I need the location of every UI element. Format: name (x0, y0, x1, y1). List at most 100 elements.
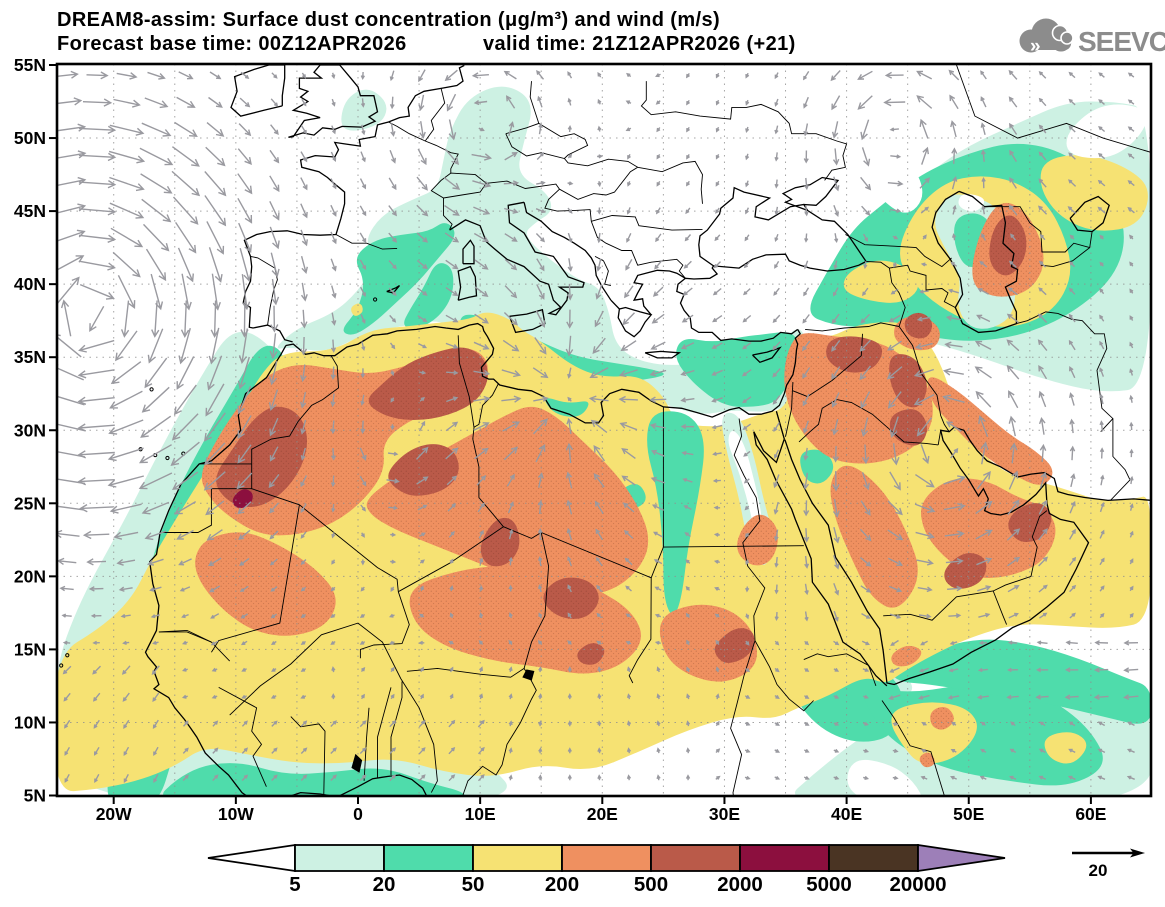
wind-arrow (504, 233, 518, 242)
wind-arrow (109, 202, 145, 219)
dust-region-level-20 (404, 263, 454, 329)
river (229, 622, 438, 793)
coastline (523, 202, 612, 301)
country-border (250, 255, 278, 326)
wind-arrow (863, 748, 870, 753)
wind-arrow (508, 747, 513, 754)
coastline (953, 426, 1151, 502)
wind-arrow (445, 287, 459, 297)
wind-arrow (857, 70, 873, 80)
wind-arrow (915, 531, 935, 540)
wind-arrow (1094, 640, 1109, 646)
wind-arrow (714, 613, 720, 618)
wind-arrow (57, 176, 87, 187)
wind-arrow (120, 300, 130, 338)
wind-arrow (177, 247, 194, 283)
wind-arrow (359, 720, 367, 728)
wind-arrow (774, 179, 779, 189)
coastline (781, 176, 840, 212)
wind-arrow (64, 719, 71, 729)
country-border (803, 653, 877, 687)
lon-label: 40E (831, 804, 862, 824)
wind-arrow (711, 342, 723, 349)
wind-arrow (1127, 721, 1135, 727)
wind-arrow (300, 694, 307, 699)
wind-arrow (713, 532, 720, 537)
wind-arrow (649, 396, 667, 403)
wind-arrow (269, 558, 278, 566)
wind-arrow (238, 328, 248, 364)
wind-arrow (270, 305, 279, 333)
wind-arrow (271, 774, 278, 781)
wind-arrow (269, 446, 279, 462)
wind-arrow (239, 248, 252, 283)
wind-arrow (979, 260, 988, 268)
dust-stipple-texture (891, 645, 922, 667)
wind-arrow (741, 369, 752, 377)
wind-arrow (390, 424, 395, 431)
colorbar-cell (739, 844, 830, 872)
wind-arrow (1068, 98, 1076, 106)
wind-arrow (1069, 234, 1075, 240)
wind-arrow (330, 151, 337, 162)
wind-arrow (476, 474, 487, 486)
wind-arrow (565, 471, 573, 489)
wind-arrow (833, 176, 840, 192)
wind-arrow (833, 640, 840, 646)
wind-arrow (209, 585, 221, 593)
wind-arrow (176, 529, 194, 540)
wind-arrow (418, 720, 426, 728)
wind-arrow (921, 722, 927, 726)
river (754, 640, 814, 712)
wind-arrow (418, 94, 425, 112)
wind-arrow (538, 693, 543, 700)
wind-arrow (892, 235, 899, 240)
wind-arrow (360, 504, 366, 512)
wind-arrow (536, 70, 545, 80)
country-border (590, 221, 686, 279)
wind-arrow (82, 98, 113, 107)
wind-arrow (595, 556, 603, 566)
wind-arrow (917, 586, 933, 593)
wind-arrow (975, 390, 992, 408)
wind-arrow (920, 749, 928, 753)
island (149, 387, 154, 392)
wind-arrow (1068, 748, 1076, 754)
wind-arrow (1098, 152, 1106, 160)
wind-arrow (567, 181, 574, 186)
wind-arrow (863, 721, 869, 726)
wind-arrow (774, 775, 781, 780)
wind-arrow (654, 640, 661, 645)
lat-label: 30N (14, 420, 46, 440)
wind-arrow (417, 287, 428, 296)
wind-arrow (832, 446, 839, 463)
wind-arrow (743, 261, 751, 269)
wind-arrow (975, 500, 993, 515)
wind-arrow (501, 369, 522, 378)
wind-arrow (887, 557, 904, 566)
wind-arrow (86, 71, 109, 80)
coastline (632, 269, 686, 316)
wind-arrow (626, 72, 632, 78)
wind-arrow (597, 180, 602, 188)
wind-arrow (745, 613, 750, 620)
river (730, 640, 756, 796)
wind-arrow (359, 259, 367, 271)
wind-arrow (92, 640, 100, 645)
wind-arrow (300, 336, 308, 356)
country-border (359, 591, 410, 659)
wind-arrow (79, 503, 114, 513)
wind-arrow (537, 499, 544, 514)
wind-arrow (803, 748, 810, 753)
wind-arrow (419, 396, 425, 402)
wind-arrow (833, 721, 840, 726)
wind-arrow (206, 221, 225, 255)
wind-arrow (889, 127, 899, 132)
wind-arrow (918, 613, 932, 619)
wind-arrow (116, 72, 138, 80)
wind-arrow (596, 640, 602, 645)
dust-region-level-50 (843, 260, 919, 303)
lat-label: 50N (14, 128, 46, 148)
wind-arrow (389, 613, 395, 618)
wind-arrow (833, 204, 839, 218)
